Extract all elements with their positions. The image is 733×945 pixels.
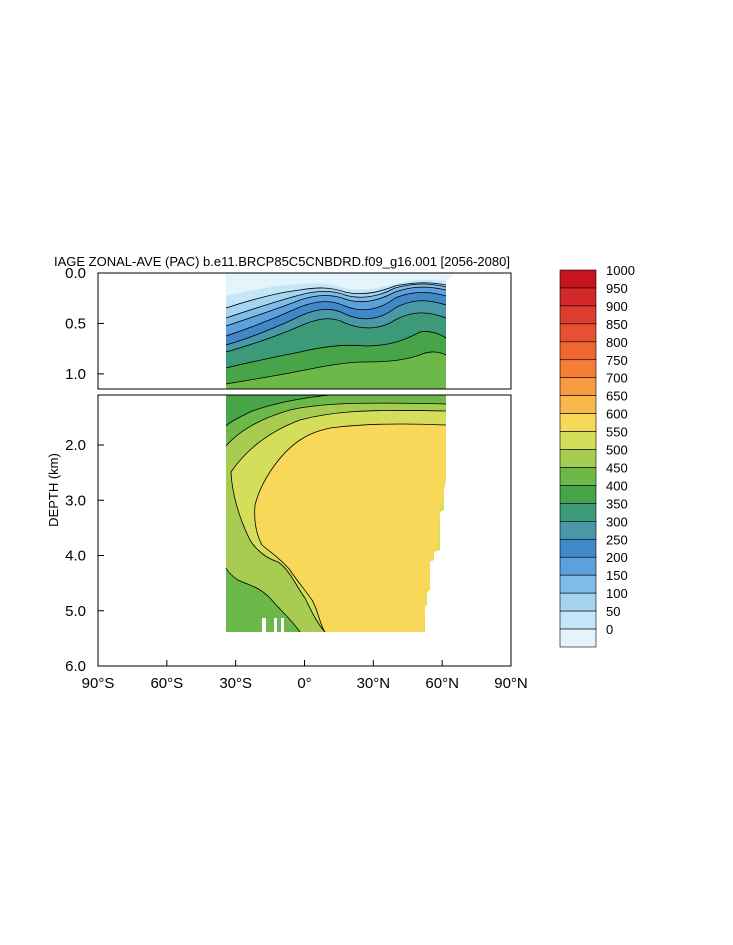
x-tick-label: 90°N (494, 675, 528, 692)
x-tick-label: 90°S (82, 675, 115, 692)
y-tick-label: 1.0 (65, 366, 86, 383)
fill-band-400-450 (226, 395, 330, 426)
y-tick-label: 6.0 (65, 658, 86, 675)
missing-data-gap (281, 618, 284, 632)
colorbar-swatch (559, 287, 597, 307)
y-tick-label: 4.0 (65, 548, 86, 565)
colorbar-swatch (559, 467, 597, 486)
contour-line (225, 351, 447, 385)
contour-line (230, 471, 326, 633)
fill-band-600-650 (254, 424, 446, 632)
colorbar-label: 300 (606, 514, 628, 529)
contour-line (225, 286, 447, 327)
y-tick-label: 0.5 (65, 315, 86, 332)
colorbar-label: 500 (606, 443, 628, 458)
contour-line (225, 567, 301, 633)
x-tick-label: 60°N (425, 675, 459, 692)
contour-line (225, 300, 447, 346)
colorbar-swatch (559, 628, 597, 648)
contour-line (230, 410, 447, 473)
axes: 90°S 60°S 30°S 0° 30°N 60°N 90°N 0.0 0.5 1.0 2.0 3.… (65, 265, 528, 692)
colorbar-swatch (559, 521, 597, 540)
colorbar-label: 800 (606, 335, 628, 350)
colorbar-label: 750 (606, 353, 628, 368)
colorbar-swatch (559, 592, 597, 612)
colorbar-swatch (559, 556, 597, 576)
colorbar-label: 1000 (606, 263, 635, 278)
lower-panel-fills (226, 395, 511, 632)
colorbar-swatch (559, 305, 597, 325)
colorbar-swatch (559, 269, 597, 289)
contour-line (225, 283, 447, 319)
colorbar-label: 250 (606, 532, 628, 547)
contour-line (225, 331, 447, 369)
colorbar-swatch (559, 395, 597, 414)
colorbar-swatch (559, 431, 597, 450)
no-data-region (425, 395, 511, 632)
colorbar-swatch (559, 359, 597, 379)
colorbar-swatch (559, 538, 597, 558)
contour-line (254, 504, 326, 633)
colorbar-label: 850 (606, 317, 628, 332)
colorbar-swatch (559, 341, 597, 361)
upper-panel (225, 273, 455, 389)
x-tick-label: 60°S (150, 675, 183, 692)
y-tick-label: 0.0 (65, 265, 86, 282)
upper-panel-frame (97, 272, 512, 390)
y-tick-label: 2.0 (65, 437, 86, 454)
contour-line (225, 292, 447, 337)
lower-panel (225, 395, 511, 633)
colorbar-swatch (559, 413, 597, 432)
missing-data-gap (262, 618, 266, 632)
colorbar-swatch (559, 377, 597, 396)
colorbar-swatch (559, 574, 597, 594)
colorbar-label: 100 (606, 586, 628, 601)
colorbar-label: 150 (606, 568, 628, 583)
colorbar-label: 950 (606, 281, 628, 296)
colorbar-label: 350 (606, 496, 628, 511)
contour-line (225, 312, 447, 353)
colorbar-label: 400 (606, 478, 628, 493)
colorbar: 1000950900850800750700650600550500450400… (559, 263, 635, 648)
colorbar-label: 600 (606, 407, 628, 422)
contour-line (225, 402, 447, 447)
colorbar-label: 650 (606, 389, 628, 404)
colorbar-label: 900 (606, 299, 628, 314)
colorbar-swatch (559, 323, 597, 343)
x-tick-label: 30°N (357, 675, 391, 692)
contour-line (225, 282, 447, 309)
y-tick-label: 5.0 (65, 603, 86, 620)
x-tick-label: 30°S (219, 675, 252, 692)
colorbar-swatch (559, 503, 597, 522)
chart-title: IAGE ZONAL-AVE (PAC) b.e11.BRCP85C5CNBDR… (54, 254, 510, 269)
x-tick-label: 0° (297, 675, 311, 692)
colorbar-label: 0 (606, 622, 613, 637)
missing-data-gap (274, 618, 277, 632)
upper-panel-contour-lines (225, 282, 447, 385)
colorbar-swatch (559, 485, 597, 504)
colorbar-label: 50 (606, 604, 620, 619)
y-tick-label: 3.0 (65, 492, 86, 509)
fill-band-0-50 (226, 273, 455, 296)
colorbar-label: 550 (606, 425, 628, 440)
contour-line (225, 395, 331, 427)
colorbar-label: 200 (606, 550, 628, 565)
colorbar-swatch (559, 610, 597, 630)
colorbar-label: 450 (606, 460, 628, 475)
colorbar-label: 700 (606, 371, 628, 386)
y-axis-label: DEPTH (km) (46, 453, 61, 527)
lower-panel-contour-lines (225, 395, 447, 633)
contour-line (254, 423, 447, 506)
colorbar-swatch (559, 449, 597, 468)
